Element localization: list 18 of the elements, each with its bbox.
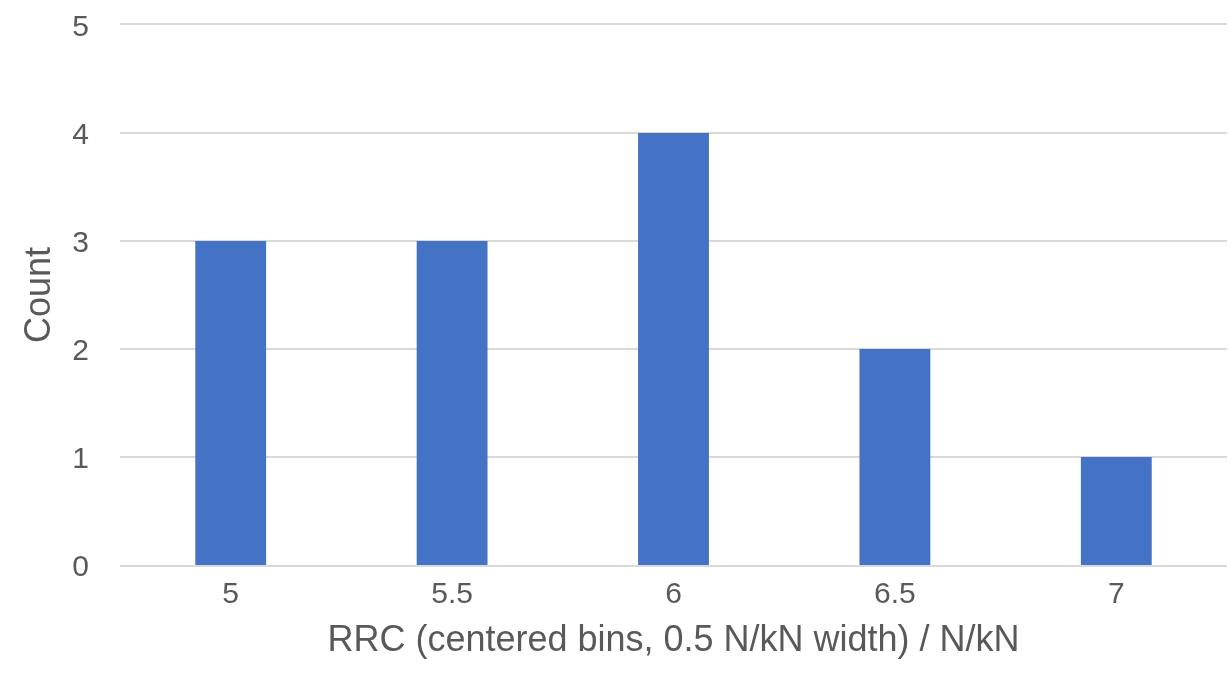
bar	[1080, 457, 1152, 565]
y-tick-label: 1	[72, 440, 89, 474]
y-tick-label: 2	[72, 332, 89, 366]
bar	[416, 241, 488, 565]
bar	[859, 349, 931, 565]
x-tick-label: 7	[1107, 576, 1125, 609]
x-tick-label: 6	[665, 576, 682, 609]
bar	[638, 133, 709, 565]
y-axis-title: Count	[17, 246, 59, 344]
y-tick-label: 5	[72, 8, 89, 42]
x-tick-label: 5	[222, 576, 240, 609]
y-tick-label: 0	[72, 548, 89, 582]
y-tick-label: 3	[72, 224, 89, 258]
x-axis-title: RRC (centered bins, 0.5 N/kN width) / N/kN	[327, 618, 1020, 660]
x-tick-label: 5.5	[431, 576, 473, 609]
x-tick-label: 6.5	[874, 576, 916, 609]
y-tick-label: 4	[72, 116, 89, 150]
bar	[195, 241, 267, 565]
